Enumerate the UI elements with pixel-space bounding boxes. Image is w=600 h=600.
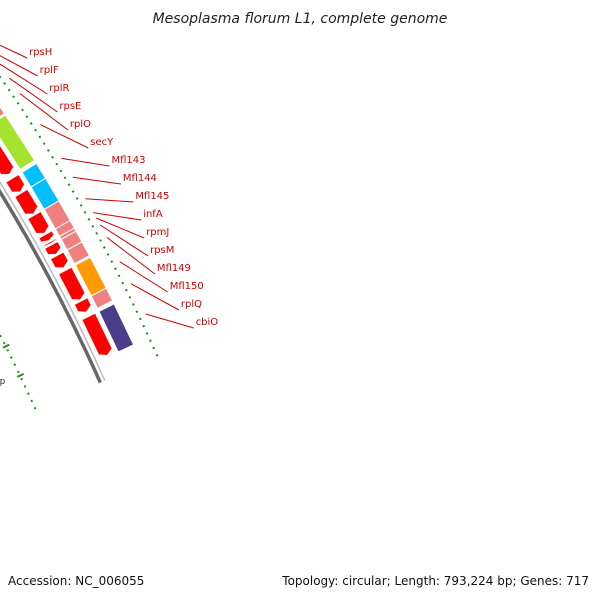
leader-line — [99, 224, 149, 257]
backbone-light — [0, 181, 106, 381]
leader-line — [40, 124, 89, 149]
genome-summary-text: Topology: circular; Length: 793,224 bp; … — [281, 574, 589, 588]
gene-track — [0, 106, 135, 353]
leader-line — [0, 63, 48, 95]
gene-label: rplR — [49, 83, 69, 94]
cds-arrow — [73, 297, 92, 313]
gene-label: rpsH — [29, 47, 52, 58]
backbone-dark — [0, 188, 102, 384]
cds-arrow — [0, 144, 15, 176]
gene-label: infA — [143, 209, 163, 220]
leader-line — [106, 237, 156, 275]
gene-label: rpmJ — [146, 227, 169, 238]
tick-mark — [2, 343, 10, 349]
inner-dots — [0, 75, 159, 358]
gene-bar — [66, 241, 91, 265]
tick-label: 162 kbp — [0, 377, 5, 387]
gene-label: rplQ — [181, 299, 202, 310]
leader-line — [72, 176, 121, 185]
gene-label-leaders — [0, 44, 194, 329]
map-title: Mesoplasma florum L1, complete genome — [153, 11, 448, 27]
backbone-lines — [0, 181, 106, 384]
gene-label: Mfl145 — [135, 191, 169, 202]
gene-label: Mfl144 — [123, 173, 157, 184]
cds-arrow — [42, 237, 58, 248]
tick-mark — [16, 373, 25, 378]
leader-line — [130, 283, 180, 311]
leader-line — [85, 198, 134, 203]
gene-label: Mfl143 — [112, 155, 146, 166]
leader-line — [0, 55, 38, 77]
cds-arrow — [49, 251, 69, 269]
tick-marks — [2, 343, 25, 378]
gene-labels: rpsH rplF rplR rpsE rplO secY Mfl143 Mfl144 Mfl1… — [29, 47, 218, 328]
gene-label: Mfl150 — [170, 281, 204, 292]
gene-label: Mfl149 — [157, 263, 191, 274]
gene-label: secY — [90, 137, 114, 148]
leader-line — [145, 313, 194, 329]
leader-line — [9, 77, 58, 113]
leader-line — [61, 157, 110, 167]
leader-line — [119, 261, 168, 293]
cds-track — [0, 144, 113, 357]
cds-arrow — [5, 173, 26, 193]
green-dotted-line — [0, 75, 159, 358]
gene-label: rplF — [40, 65, 59, 76]
cds-arrow — [27, 210, 50, 235]
gene-label: rpsE — [59, 101, 81, 112]
gene-bar — [0, 114, 36, 171]
accession-text: Accession: NC_006055 — [8, 574, 144, 588]
tick-labels: 153 kbp154 kbp155 kbp156 kbp157 kbp158 k… — [0, 377, 5, 387]
leader-line — [96, 217, 145, 239]
cds-arrow — [81, 312, 113, 357]
gene-bar — [0, 106, 6, 118]
leader-line — [0, 44, 28, 59]
gene-label: rplO — [70, 119, 91, 130]
cds-arrow — [57, 266, 86, 301]
leader-line — [19, 93, 69, 131]
gene-label: cbiO — [196, 317, 219, 328]
gene-bar — [98, 303, 135, 353]
gene-label: rpsM — [150, 245, 174, 256]
cds-arrow — [14, 188, 39, 215]
cds-arrow — [38, 230, 55, 243]
cds-arrow — [43, 240, 62, 256]
gene-bar — [90, 287, 114, 309]
leader-line — [93, 212, 142, 221]
